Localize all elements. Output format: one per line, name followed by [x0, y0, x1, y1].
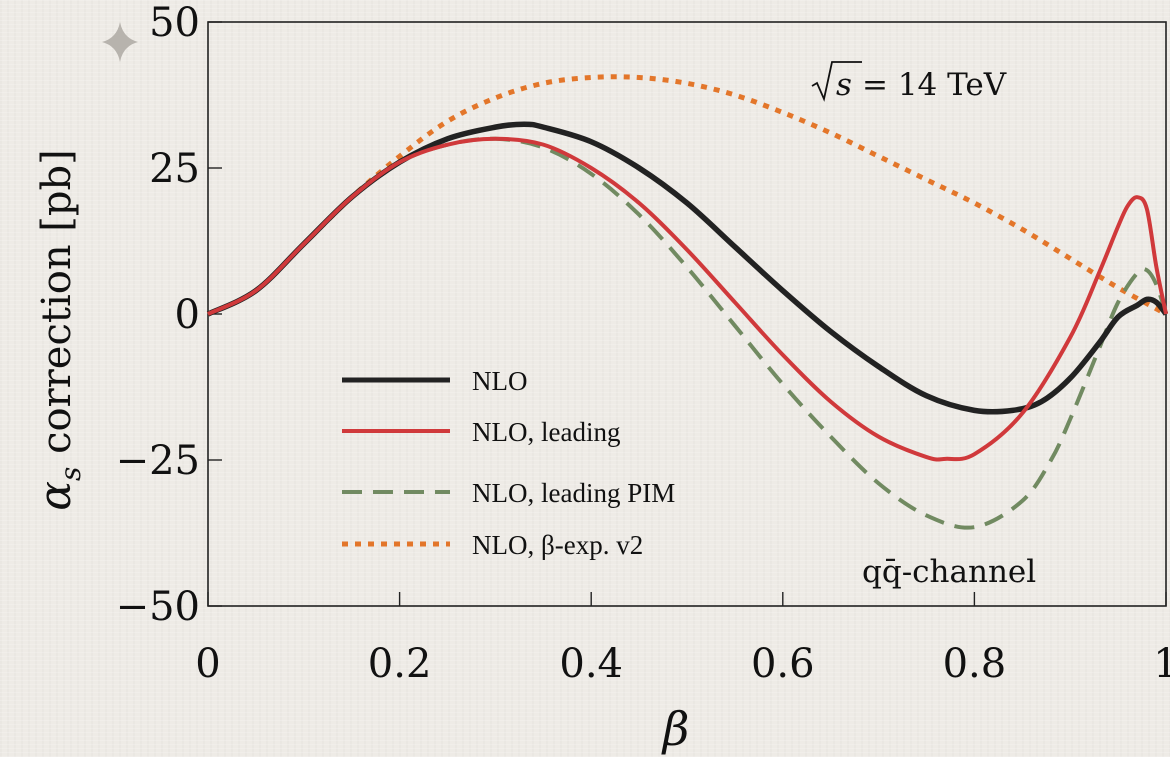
y-tick-label: −25	[116, 438, 200, 484]
x-tick-label: 0.8	[943, 641, 1007, 687]
y-axis-symbol: α	[30, 481, 81, 511]
y-tick-label: −50	[116, 584, 200, 630]
y-tick-label: 50	[149, 0, 200, 46]
x-tick-label: 0.6	[751, 641, 815, 687]
y-axis-text: correction [pb]	[34, 149, 80, 466]
legend-label-nlo-leading-pim: NLO, leading PIM	[472, 478, 675, 508]
y-axis-subscript: s	[54, 467, 87, 481]
annotation-energy: s = 14 TeV	[811, 61, 1007, 103]
x-tick-label: 0.2	[368, 641, 432, 687]
series-line-1	[207, 136, 1168, 462]
annotation-channel: qq̄-channel	[862, 554, 1036, 590]
y-tick-label: 25	[149, 146, 200, 192]
lines-layer	[206, 74, 1169, 530]
y-tick-label: 0	[175, 292, 200, 338]
x-tick-label: 1	[1153, 641, 1170, 687]
legend-label-nlo-beta-exp: NLO, β-exp. v2	[472, 530, 643, 560]
legend-label-nlo: NLO	[472, 366, 528, 396]
series-line-2	[207, 136, 1168, 530]
y-axis-title: αs correction [pb]	[30, 149, 87, 510]
x-tick-label: 0	[195, 641, 220, 687]
annotation-energy-symbol: s	[836, 67, 852, 103]
x-tick-label: 0.4	[559, 641, 623, 687]
series-line-0	[206, 121, 1169, 415]
plot-frame	[207, 21, 1167, 607]
ticks-layer: 50 25 0 −25 −50 0 0.2 0.4 0.6 0.8 1	[116, 0, 1170, 687]
x-axis-title: β	[661, 702, 690, 756]
sparkle-icon	[102, 22, 138, 62]
legend: NLO NLO, leading NLO, leading PIM NLO, β…	[342, 366, 675, 560]
svg-text:αs correction [pb]: αs correction [pb]	[30, 149, 87, 510]
annotation-energy-value: = 14 TeV	[862, 67, 1007, 103]
legend-label-nlo-leading: NLO, leading	[472, 417, 620, 447]
